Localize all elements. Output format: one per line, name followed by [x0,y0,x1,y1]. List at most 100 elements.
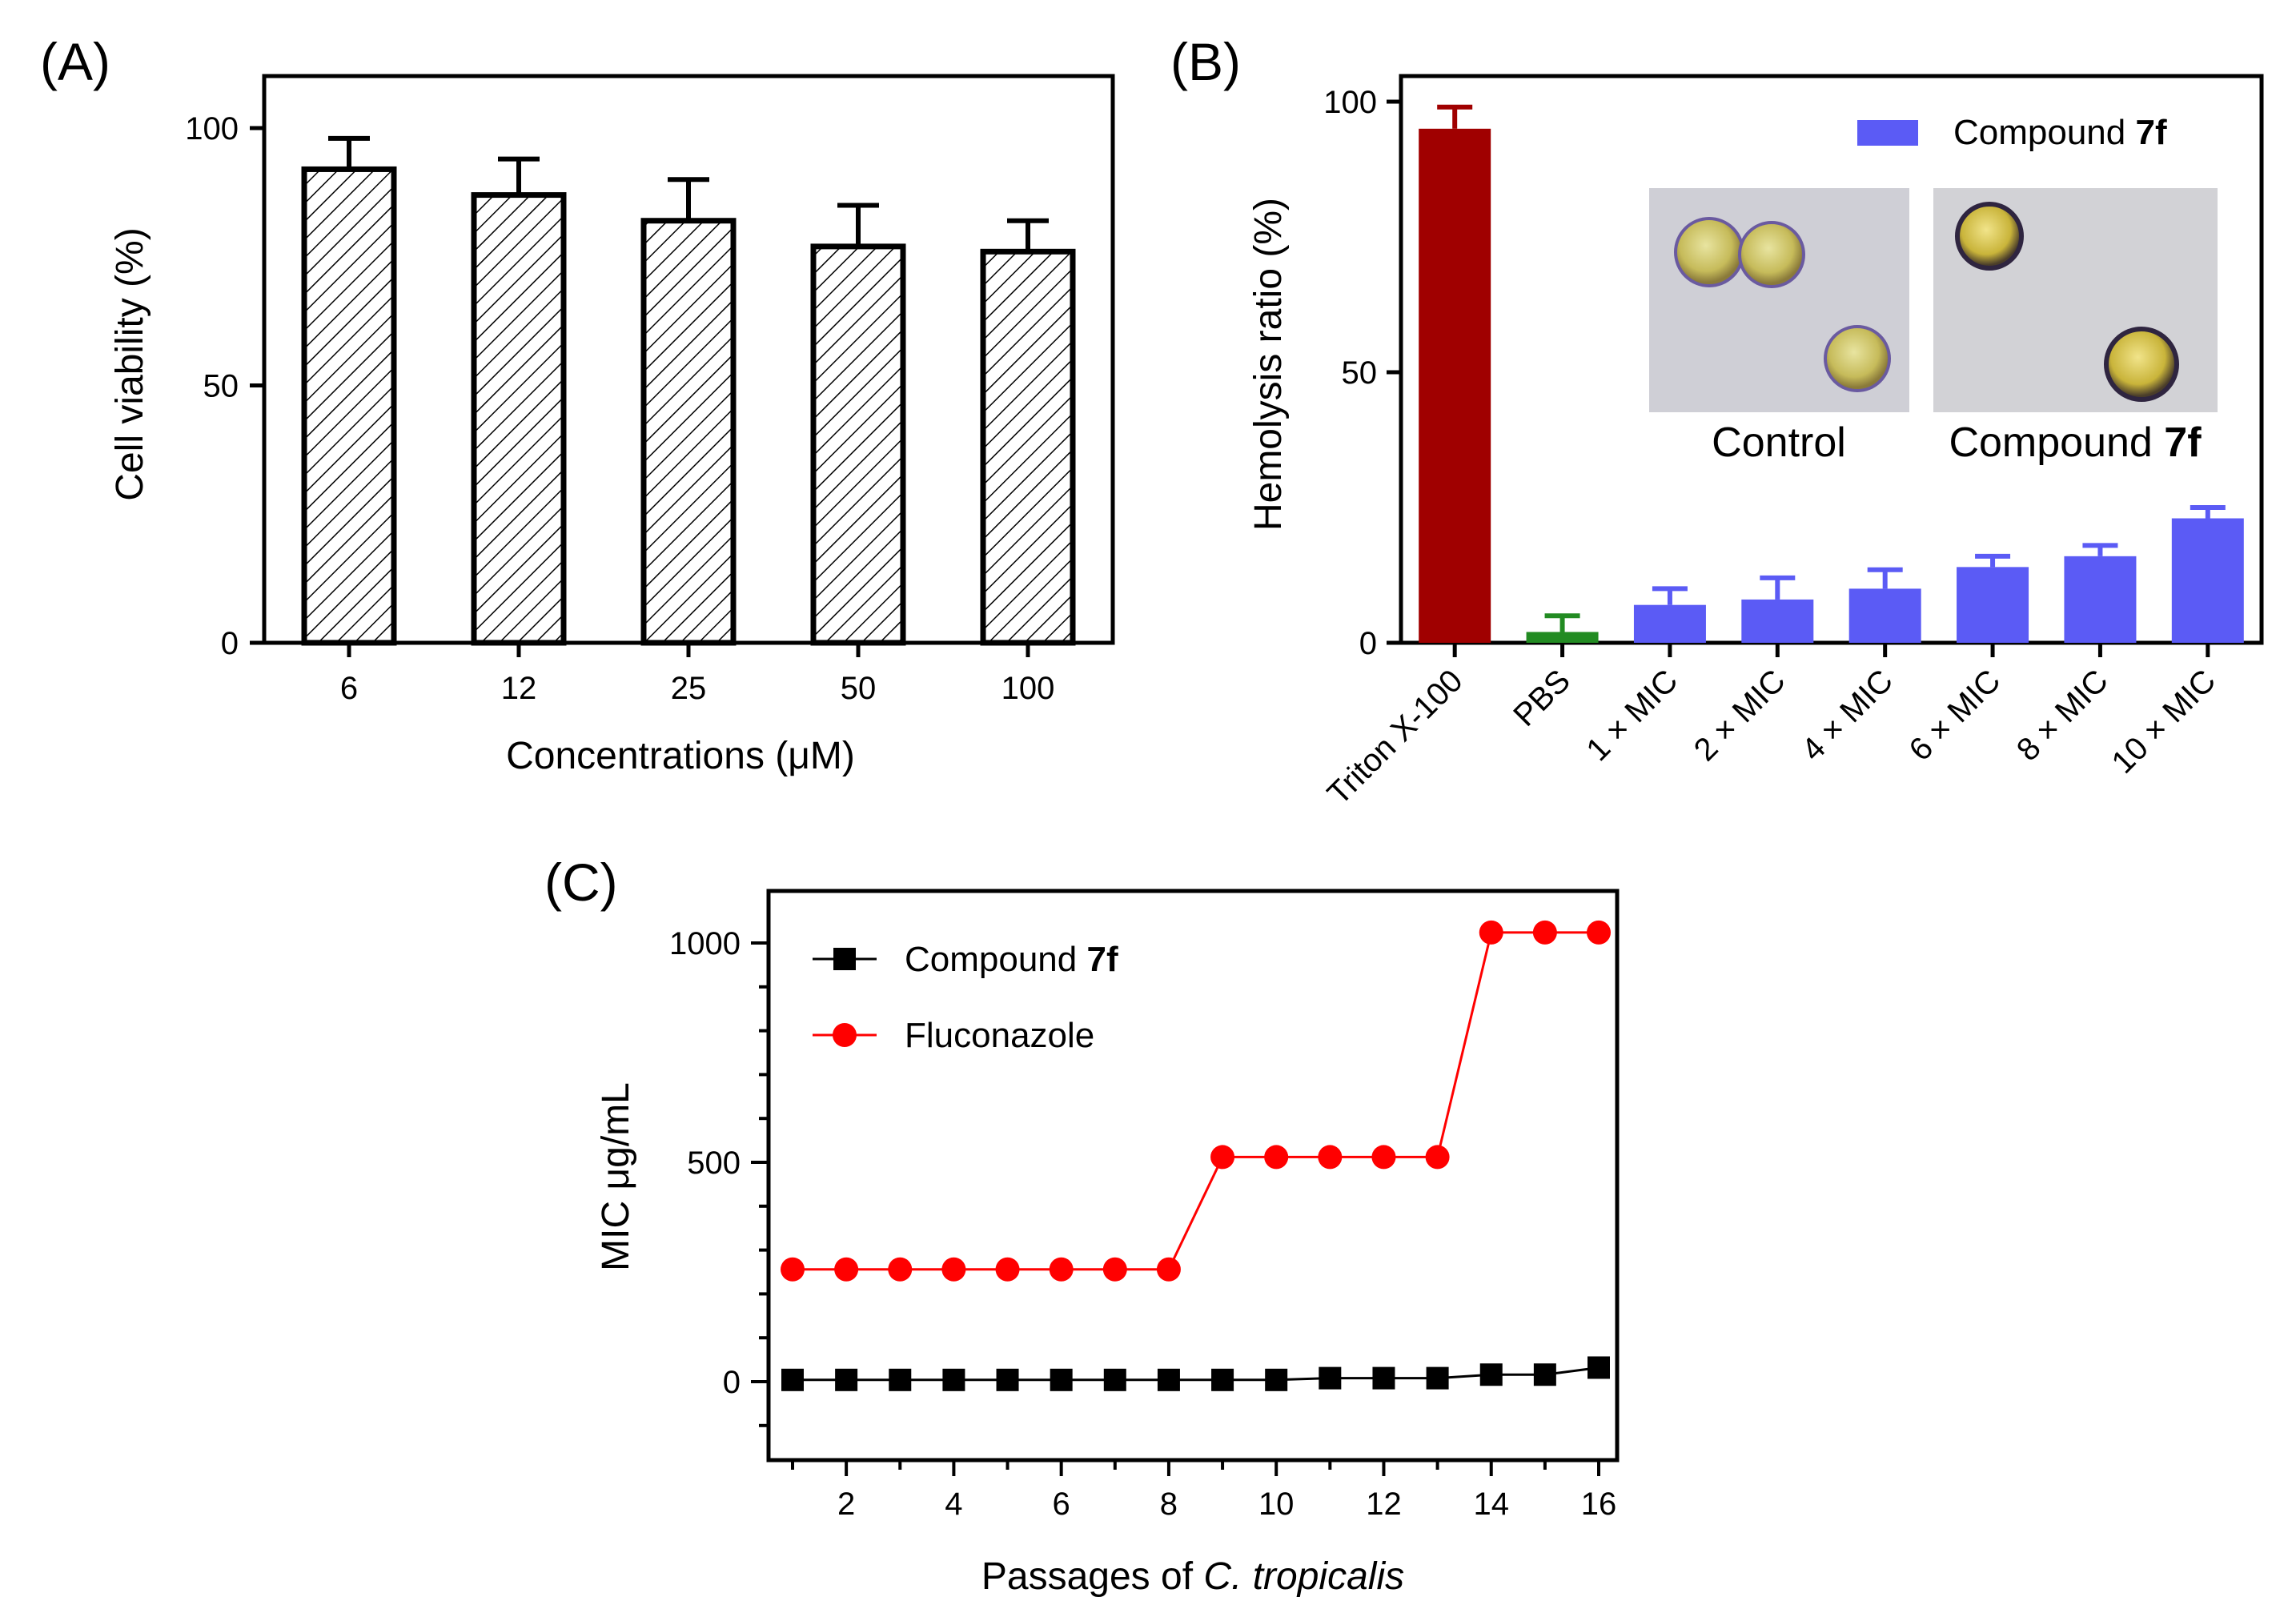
compound-7f-point [1479,1363,1503,1386]
compound-7f-point [1103,1368,1126,1391]
panel-b-plot-frame [1399,74,2264,645]
compound-7f-point [996,1368,1019,1391]
panel-b-bar [1741,599,1814,643]
panel-c-x-tick-label: 14 [1473,1487,1509,1522]
panel-a-bar [471,192,567,646]
fluconazole-point [1479,920,1503,945]
panel-a-bars [301,135,1076,646]
panel-b-x-tick-label: 2 × MIC [1688,663,1792,768]
compound-7f-line [793,1366,1600,1382]
control-cell-2 [1738,221,1805,288]
control-cell-1 [1674,217,1744,287]
panel-b: (B) 0 50 100 Triton X-100 PBS 1 × MIC 2 × MIC… [1170,32,2264,812]
fluconazole-point [1587,920,1611,945]
panel-c: (C) 0 500 1000 2 4 6 8 10 12 14 16 MIC μg/mL Pass… [544,853,1620,1598]
panel-b-bar [1526,632,1599,643]
fluconazole-point [1156,1257,1181,1282]
fluconazole-point [1264,1145,1289,1170]
legend-compound-label: Compound 7f [905,940,1118,979]
panel-b-bar [1633,604,1706,643]
panel-b-bar [1419,128,1491,644]
panel-c-y-tick-label: 1000 [669,926,741,961]
compound-7f-point [1588,1356,1610,1379]
panel-c-legend: Compound 7f Fluconazole [813,940,1118,1055]
panel-b-x-tick-label: 1 × MIC [1580,663,1684,768]
panel-b-bar [2171,518,2244,643]
fluconazole-point [781,1257,805,1282]
panel-a: (A) 0 50 100 6 12 25 50 100 Concentrations (μM… [40,32,1115,777]
panel-b-x-tick-label: 4 × MIC [1795,663,1900,768]
panel-c-x-tick-label: 16 [1581,1487,1617,1522]
legend-fluconazole-label: Fluconazole [905,1016,1094,1055]
panel-b-y-axis: 0 50 100 [1323,85,1401,661]
panel-b-bar [1957,567,2029,643]
panel-a-x-tick-label: 50 [841,671,877,706]
legend-fluconazole-marker [833,1023,857,1047]
compound-7f-point [942,1368,965,1391]
panel-b-legend-swatch [1857,120,1918,146]
panel-c-x-tick-label: 8 [1160,1487,1178,1522]
panel-c-y-tick-label: 0 [723,1365,741,1400]
panel-b-y-tick-label: 100 [1323,85,1377,120]
panel-b-bars [1419,104,2244,644]
panel-b-x-tick-label: 8 × MIC [2010,663,2115,768]
panel-b-bar [1848,588,1921,643]
panel-a-y-axis-title: Cell viability (%) [109,227,151,500]
panel-a-x-tick-label: 100 [1001,671,1055,706]
fluconazole-point [1210,1145,1235,1170]
panel-a-x-tick-label: 25 [671,671,707,706]
panel-a-y-axis: 0 50 100 [185,111,264,661]
fluconazole-point [834,1257,859,1282]
control-cell-3 [1824,325,1891,392]
fluconazole-point [1425,1145,1450,1170]
compound-7f-point [889,1368,912,1391]
compound-7f-point [1157,1368,1180,1391]
panel-c-x-axis-title: Passages of C. tropicalis [981,1555,1404,1598]
control-caption: Control [1712,419,1846,466]
fluconazole-point [941,1257,966,1282]
legend-compound-marker [833,948,856,970]
compound-cell-2 [2104,327,2179,402]
fluconazole-point [995,1257,1020,1282]
panel-b-inset-compound: Compound 7f [1933,188,2218,466]
compound-caption: Compound 7f [1949,419,2202,466]
panel-b-legend: Compound 7f [1857,113,2167,152]
fluconazole-line [793,931,1599,1271]
compound-7f-point [1211,1368,1234,1391]
fluconazole-point [1318,1145,1343,1170]
panel-a-bar [810,243,906,646]
panel-b-x-tick-label: 10 × MIC [2105,663,2223,780]
panel-a-x-ticks: 6 12 25 50 100 [340,643,1055,706]
panel-c-label: (C) [544,853,618,912]
compound-7f-point [1050,1368,1073,1391]
compound-7f-point [1265,1368,1288,1391]
panel-b-inset-control: Control [1649,188,1909,466]
panel-b-x-tick-label: 6 × MIC [1903,663,2008,768]
panel-a-label: (A) [40,32,110,91]
panel-a-x-tick-label: 12 [501,671,537,706]
panel-b-y-tick-label: 50 [1342,355,1378,391]
panel-a-bar [301,166,397,646]
compound-7f-point [781,1368,804,1391]
panel-b-legend-label: Compound 7f [1953,113,2167,152]
panel-a-bar [640,218,737,646]
panel-b-label: (B) [1170,32,1241,91]
fluconazole-point [1532,920,1557,945]
compound-7f-point [1426,1366,1449,1390]
fluconazole-point [888,1257,913,1282]
panel-b-x-tick-label: Triton X-100 [1321,663,1470,812]
panel-b-bar [2064,556,2137,643]
panel-b-y-axis-title: Hemolysis ratio (%) [1247,198,1290,531]
panel-b-x-ticks: Triton X-100 PBS 1 × MIC 2 × MIC 4 × MIC 6 × … [1321,643,2222,812]
panel-c-x-axis: 2 4 6 8 10 12 14 16 [791,1460,1617,1522]
compound-7f-point [1372,1366,1395,1390]
panel-c-y-axis: 0 500 1000 [669,926,769,1427]
panel-c-series [781,920,1611,1391]
compound-7f-point [1319,1366,1342,1390]
compound-7f-point [1533,1363,1556,1386]
panel-c-x-tick-label: 6 [1053,1487,1070,1522]
panel-c-x-tick-label: 2 [837,1487,855,1522]
panel-b-x-tick-label: PBS [1507,663,1577,733]
panel-c-x-tick-label: 10 [1258,1487,1295,1522]
